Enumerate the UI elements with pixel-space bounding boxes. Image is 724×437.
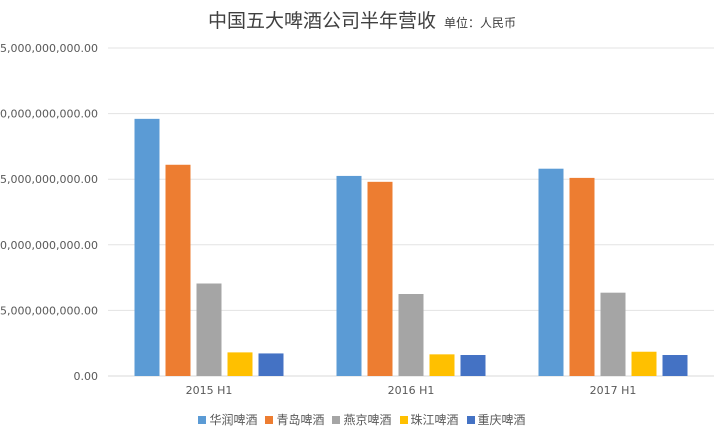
legend-label: 青岛啤酒 <box>276 413 325 427</box>
bar <box>258 353 284 376</box>
bar <box>538 168 564 376</box>
y-tick-label: 5,000,000,000.00 <box>0 304 98 317</box>
legend-item: 青岛啤酒 <box>265 411 324 428</box>
y-tick-label: 20,000,000,000.00 <box>0 108 98 121</box>
legend-label: 珠江啤酒 <box>410 413 459 427</box>
x-tick-label: 2016 H1 <box>388 384 435 397</box>
bar <box>367 181 393 376</box>
legend-swatch <box>332 416 341 424</box>
bar <box>398 294 424 376</box>
x-tick-label: 2015 H1 <box>186 384 233 397</box>
legend-swatch <box>265 416 274 424</box>
legend-label: 华润啤酒 <box>209 413 258 427</box>
legend-label: 燕京啤酒 <box>343 413 392 427</box>
legend-swatch <box>466 416 475 424</box>
chart-unit-subtitle: 单位：人民币 <box>444 16 517 30</box>
bar <box>631 351 657 376</box>
chart-title: 中国五大啤酒公司半年营收 单位：人民币 <box>0 6 724 33</box>
legend-swatch <box>198 416 207 424</box>
chart-legend: 华润啤酒 青岛啤酒 燕京啤酒 珠江啤酒 重庆啤酒 <box>0 411 724 428</box>
bar <box>600 292 626 376</box>
legend-item: 重庆啤酒 <box>466 411 526 428</box>
bar <box>336 175 362 376</box>
bar <box>460 355 486 376</box>
bar <box>196 283 222 376</box>
bar <box>662 355 688 376</box>
y-tick-label: 15,000,000,000.00 <box>0 173 98 186</box>
bar <box>165 164 191 376</box>
legend-item: 珠江啤酒 <box>399 411 459 428</box>
legend-item: 燕京啤酒 <box>332 411 392 428</box>
x-tick-label: 2017 H1 <box>590 384 637 397</box>
y-tick-label: 10,000,000,000.00 <box>0 239 98 252</box>
bar <box>134 118 160 377</box>
bar <box>569 177 595 376</box>
legend-item: 华润啤酒 <box>198 411 257 428</box>
chart-title-text: 中国五大啤酒公司半年营收 <box>207 10 436 32</box>
bar <box>429 354 455 376</box>
bar <box>227 352 253 376</box>
y-tick-label: 25,000,000,000.00 <box>0 42 98 55</box>
y-tick-label: 0.00 <box>74 370 99 383</box>
legend-label: 重庆啤酒 <box>477 413 526 427</box>
legend-swatch <box>399 416 408 424</box>
